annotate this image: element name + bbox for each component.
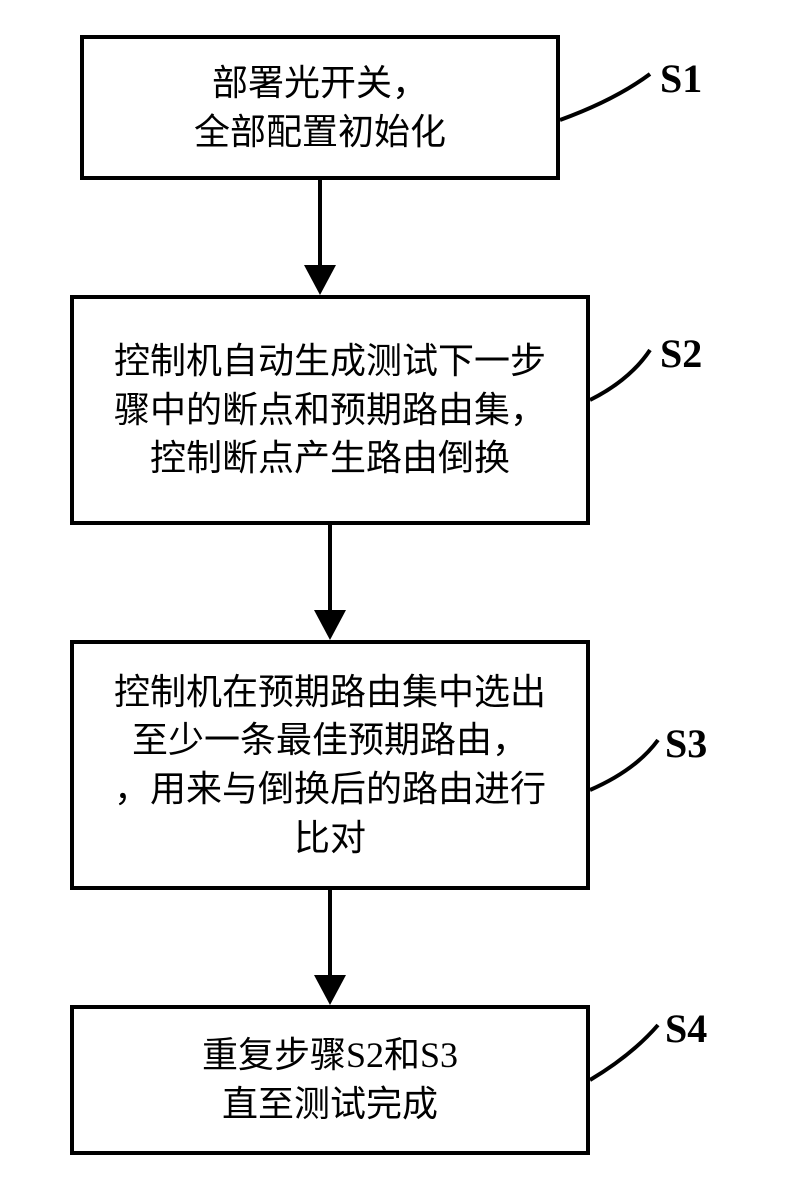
flow-node-s2: 控制机自动生成测试下一步 骤中的断点和预期路由集， 控制断点产生路由倒换 (70, 295, 590, 525)
flow-arrow-s3-s4 (310, 890, 350, 1005)
label-connector-s1 (560, 74, 650, 120)
flow-node-label-s1: S1 (660, 55, 702, 102)
label-connector-s4 (590, 1025, 658, 1080)
flow-node-s3: 控制机在预期路由集中选出 至少一条最佳预期路由， ，用来与倒换后的路由进行 比对 (70, 640, 590, 890)
flow-node-label-s4: S4 (665, 1005, 707, 1052)
flowchart-canvas: 部署光开关， 全部配置初始化 S1 控制机自动生成测试下一步 骤中的断点和预期路由集… (0, 0, 790, 1191)
flow-node-label-s2: S2 (660, 330, 702, 377)
flow-node-text: 控制机自动生成测试下一步 骤中的断点和预期路由集， 控制断点产生路由倒换 (114, 337, 546, 483)
flow-node-text: 部署光开关， 全部配置初始化 (194, 59, 446, 156)
flow-node-text: 控制机在预期路由集中选出 至少一条最佳预期路由， ，用来与倒换后的路由进行 比对 (114, 668, 546, 862)
flow-node-s1: 部署光开关， 全部配置初始化 (80, 35, 560, 180)
flow-node-text: 重复步骤S2和S3 直至测试完成 (202, 1031, 458, 1128)
label-connector-s3 (590, 740, 658, 790)
flow-node-s4: 重复步骤S2和S3 直至测试完成 (70, 1005, 590, 1155)
flow-arrow-s2-s3 (310, 525, 350, 640)
flow-arrow-s1-s2 (300, 180, 340, 295)
label-connector-s2 (590, 350, 650, 400)
flow-node-label-s3: S3 (665, 720, 707, 767)
